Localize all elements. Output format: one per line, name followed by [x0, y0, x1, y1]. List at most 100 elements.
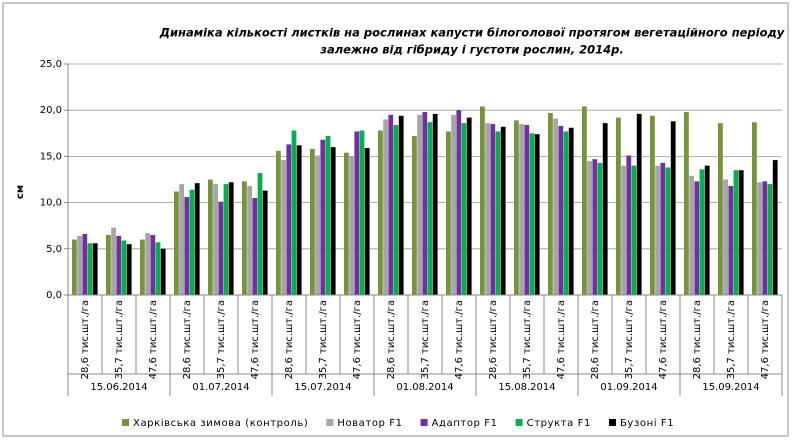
bar: [529, 133, 535, 295]
bar: [602, 123, 608, 295]
legend-swatch: [515, 419, 523, 426]
y-tick-label: 20,0: [40, 105, 62, 116]
bar: [393, 124, 399, 295]
x-group-label: 15.08.2014: [498, 382, 555, 393]
bar: [247, 185, 252, 295]
legend-swatch: [420, 419, 428, 426]
bar: [553, 118, 558, 296]
bar: [296, 145, 302, 295]
bar: [184, 197, 190, 295]
x-tick-label: 35,7 тис.шт./га: [522, 300, 533, 379]
x-tick-label: 28,6 тис.шт./га: [692, 300, 703, 379]
legend-swatch: [122, 419, 129, 426]
bar: [762, 181, 768, 295]
x-tick-label: 47,6 тис.шт./га: [148, 300, 159, 379]
x-tick-label: 28,6 тис.шт./га: [386, 300, 397, 379]
bar: [432, 113, 438, 295]
x-tick-label: 28,6 тис.шт./га: [590, 300, 601, 379]
x-group-label: 15.06.2014: [90, 382, 147, 393]
x-tick-label: 47,6 тис.шт./га: [352, 300, 363, 379]
legend-label: Структа F1: [527, 418, 591, 429]
bar: [276, 150, 281, 295]
x-tick-label: 28,6 тис.шт./га: [182, 300, 193, 379]
bar: [563, 131, 569, 295]
bar: [500, 126, 506, 295]
legend-label: Харківська зимова (контроль): [133, 417, 308, 429]
x-tick-label: 35,7 тис.шт./га: [114, 300, 125, 379]
x-tick-label: 35,7 тис.шт./га: [726, 300, 737, 379]
bar: [694, 181, 700, 295]
legend-swatch: [326, 419, 334, 426]
bar: [218, 201, 224, 295]
chart-title: Динаміка кількості листків на рослинах к…: [159, 26, 785, 40]
x-tick-label: 47,6 тис.шт./га: [250, 300, 261, 379]
bar: [568, 127, 574, 295]
bar: [427, 122, 433, 295]
bar: [281, 160, 286, 295]
bar: [208, 179, 213, 295]
x-tick-label: 47,6 тис.шт./га: [556, 300, 567, 379]
bar: [412, 136, 417, 295]
bar: [213, 184, 218, 295]
bar: [621, 165, 626, 295]
x-tick-label: 35,7 тис.шт./га: [216, 300, 227, 379]
bar: [378, 130, 383, 295]
bar: [77, 235, 82, 295]
x-tick-label: 35,7 тис.шт./га: [420, 300, 431, 379]
bar: [257, 173, 263, 295]
bar: [111, 227, 116, 295]
x-tick-label: 47,6 тис.шт./га: [454, 300, 465, 379]
bar: [344, 152, 349, 295]
x-group-label: 15.09.2014: [702, 382, 759, 393]
bar: [364, 148, 370, 295]
bar: [87, 243, 93, 295]
bar: [320, 139, 326, 295]
bar: [772, 160, 778, 295]
bar: [446, 131, 451, 295]
bar: [728, 185, 734, 295]
bar: [121, 240, 127, 295]
bar: [684, 112, 689, 295]
bar: [650, 115, 655, 295]
y-tick-label: 15,0: [40, 151, 62, 162]
bar: [665, 167, 671, 295]
bar: [597, 162, 603, 295]
bar: [689, 175, 694, 295]
y-tick-label: 10,0: [40, 198, 62, 209]
bar: [286, 144, 292, 295]
bar: [519, 124, 524, 295]
bar: [723, 179, 728, 295]
bar: [587, 161, 592, 295]
bar: [325, 136, 331, 295]
x-tick-label: 28,6 тис.шт./га: [80, 300, 91, 379]
x-tick-label: 47,6 тис.шт./га: [658, 300, 669, 379]
bar: [757, 182, 762, 295]
bar: [495, 131, 501, 295]
legend-label: Адаптор F1: [432, 418, 498, 429]
x-group-label: 15.07.2014: [294, 382, 351, 393]
bar: [655, 165, 660, 295]
bar: [398, 115, 404, 295]
bar: [699, 169, 705, 295]
bar: [636, 113, 642, 295]
bar: [767, 184, 773, 295]
bar: [548, 112, 553, 295]
bar: [228, 182, 234, 295]
bar: [490, 124, 496, 295]
legend-label: Новатор F1: [337, 418, 402, 429]
bar: [291, 130, 297, 295]
x-tick-label: 35,7 тис.шт./га: [318, 300, 329, 379]
bar: [388, 114, 394, 295]
bar: [252, 197, 258, 295]
bar: [194, 183, 200, 295]
bar: [631, 165, 637, 295]
bar: [485, 123, 490, 295]
bar: [310, 149, 315, 295]
bar: [461, 123, 467, 295]
legend-label: Бузоні F1: [620, 417, 674, 429]
bar: [174, 191, 179, 295]
bar: [189, 189, 195, 295]
bar: [354, 131, 360, 295]
bar: [359, 130, 365, 295]
